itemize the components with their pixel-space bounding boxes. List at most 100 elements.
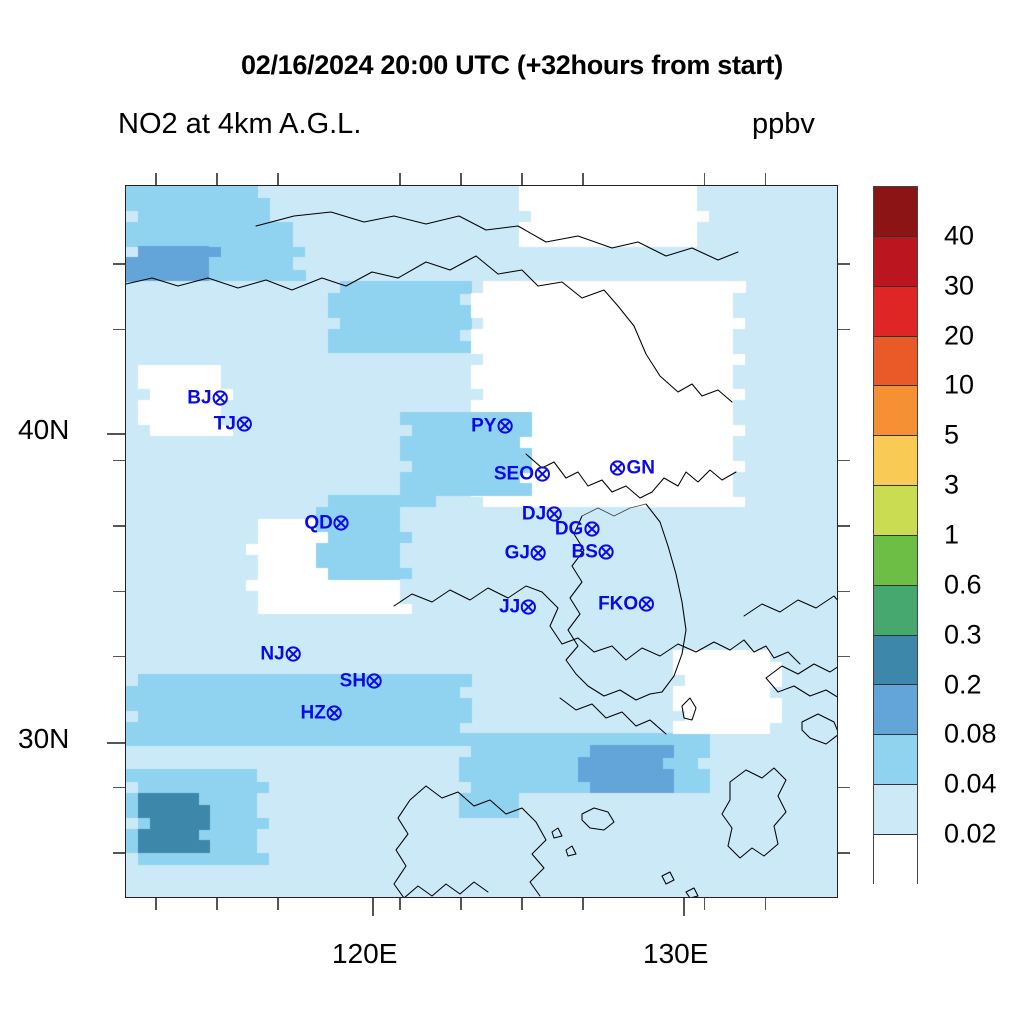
city-label: QD	[304, 512, 333, 534]
lon-minor-tick-top	[155, 173, 157, 185]
lon-minor-tick-top	[399, 173, 401, 185]
lat-minor-tick	[113, 263, 125, 265]
lon-minor-tick	[277, 898, 279, 910]
circled-x-icon	[546, 505, 563, 522]
lon-major-tick	[372, 898, 374, 916]
lat-minor-tick-right	[838, 786, 850, 789]
lon-minor-tick	[703, 898, 706, 910]
coastline-overlay	[126, 211, 837, 897]
lat-minor-tick-right	[838, 590, 850, 593]
lon-minor-tick	[521, 898, 523, 910]
city-marker-bj[interactable]: BJ	[187, 388, 228, 407]
city-label: JJ	[499, 596, 521, 618]
colorbar-band-8	[874, 436, 917, 487]
colorbar-band-4	[874, 635, 917, 686]
circled-x-icon	[583, 521, 600, 538]
city-marker-fko[interactable]: FKO	[598, 594, 655, 613]
colorbar-tick-label: 0.02	[944, 818, 997, 849]
lon-minor-tick	[155, 898, 157, 910]
city-marker-jj[interactable]: JJ	[499, 597, 537, 616]
colorbar-tick-label: 0.3	[944, 619, 982, 650]
city-marker-gj[interactable]: GJ	[505, 543, 547, 562]
colorbar-tick-label: 0.04	[944, 768, 997, 799]
lon-minor-tick	[582, 898, 584, 910]
colorbar-band-3	[874, 685, 917, 736]
city-label: BJ	[187, 387, 212, 409]
map-plot-area[interactable]: WRF-Chem_NCAR_YSU	[125, 185, 838, 898]
colorbar-band-2	[874, 735, 917, 786]
colorbar-tick-label: 0.6	[944, 569, 982, 600]
colorbar-band-10	[874, 336, 917, 387]
timestamp-title: 02/16/2024 20:00 UTC (+32hours from star…	[241, 50, 783, 80]
city-label: SEO	[493, 463, 534, 485]
city-marker-py[interactable]: PY	[471, 417, 513, 436]
city-label: FKO	[598, 593, 639, 615]
colorbar-band-9	[874, 386, 917, 437]
city-marker-nj[interactable]: NJ	[260, 645, 301, 664]
city-marker-gn[interactable]: GN	[609, 458, 655, 477]
colorbar-tick-label: 1	[944, 519, 960, 550]
city-label: GJ	[504, 542, 530, 564]
circled-x-icon	[285, 646, 302, 663]
circled-x-icon	[366, 673, 383, 690]
lon-minor-tick-top	[277, 173, 279, 185]
city-marker-seo[interactable]: SEO	[494, 464, 551, 483]
colorbar-band-7	[874, 486, 917, 536]
circled-x-icon	[496, 418, 513, 435]
lon-minor-tick-top	[764, 173, 767, 185]
lat-minor-tick-right	[838, 328, 850, 331]
field-title: NO2 at 4km A.G.L.	[118, 108, 362, 140]
lat-minor-tick	[113, 525, 125, 527]
lat-minor-tick	[113, 655, 125, 658]
colorbar-band-1	[874, 785, 917, 835]
lat-minor-tick-right	[838, 525, 850, 527]
lon-minor-tick-top	[582, 173, 584, 185]
city-marker-qd[interactable]: QD	[304, 513, 350, 532]
lat-axis-label: 30N	[18, 723, 70, 754]
lat-major-tick	[107, 433, 125, 435]
city-label: HZ	[300, 702, 326, 724]
city-label: DJ	[521, 503, 547, 525]
colorbar-band-0	[874, 834, 917, 885]
lon-minor-tick-top	[703, 173, 706, 185]
colorbar-tick-label: 0.08	[944, 718, 997, 749]
lat-minor-tick-right	[838, 459, 850, 462]
colorbar-band-13	[874, 187, 917, 237]
lon-axis-label: 130E	[643, 938, 709, 969]
city-marker-dg[interactable]: DG	[555, 520, 601, 539]
circled-x-icon	[520, 598, 537, 615]
city-marker-tj[interactable]: TJ	[214, 414, 253, 433]
colorbar-tick-label: 10	[944, 369, 975, 400]
colorbar[interactable]	[873, 186, 918, 885]
city-label: BS	[571, 541, 598, 563]
circled-x-icon	[236, 415, 253, 432]
colorbar-band-12	[874, 236, 917, 287]
lat-minor-tick	[113, 786, 125, 789]
lat-minor-tick	[113, 590, 125, 593]
city-marker-hz[interactable]: HZ	[301, 703, 343, 722]
colorbar-tick-label: 3	[944, 469, 960, 500]
city-label: NJ	[260, 643, 285, 665]
lat-minor-tick	[113, 852, 125, 854]
colorbar-band-6	[874, 535, 917, 586]
no2-concentration-raster	[126, 186, 837, 897]
unit-label: ppbv	[752, 108, 815, 140]
colorbar-tick-label: 40	[944, 220, 975, 251]
lon-minor-tick-top	[521, 173, 523, 185]
city-label: PY	[471, 415, 497, 437]
city-label: TJ	[213, 413, 236, 435]
colorbar-band-11	[874, 286, 917, 337]
lat-minor-tick	[113, 459, 125, 462]
lon-axis-label: 120E	[332, 938, 398, 969]
lat-minor-tick-right	[838, 655, 850, 658]
city-marker-bs[interactable]: BS	[572, 542, 615, 561]
city-marker-sh[interactable]: SH	[340, 672, 383, 691]
city-label: GN	[626, 457, 655, 479]
circled-x-icon	[638, 595, 655, 612]
lat-minor-tick	[113, 328, 125, 331]
city-label: DG	[554, 518, 584, 540]
city-marker-dj[interactable]: DJ	[522, 504, 563, 523]
lon-major-tick	[683, 898, 685, 916]
lon-minor-tick	[460, 898, 462, 910]
lat-minor-tick-right	[838, 263, 850, 265]
